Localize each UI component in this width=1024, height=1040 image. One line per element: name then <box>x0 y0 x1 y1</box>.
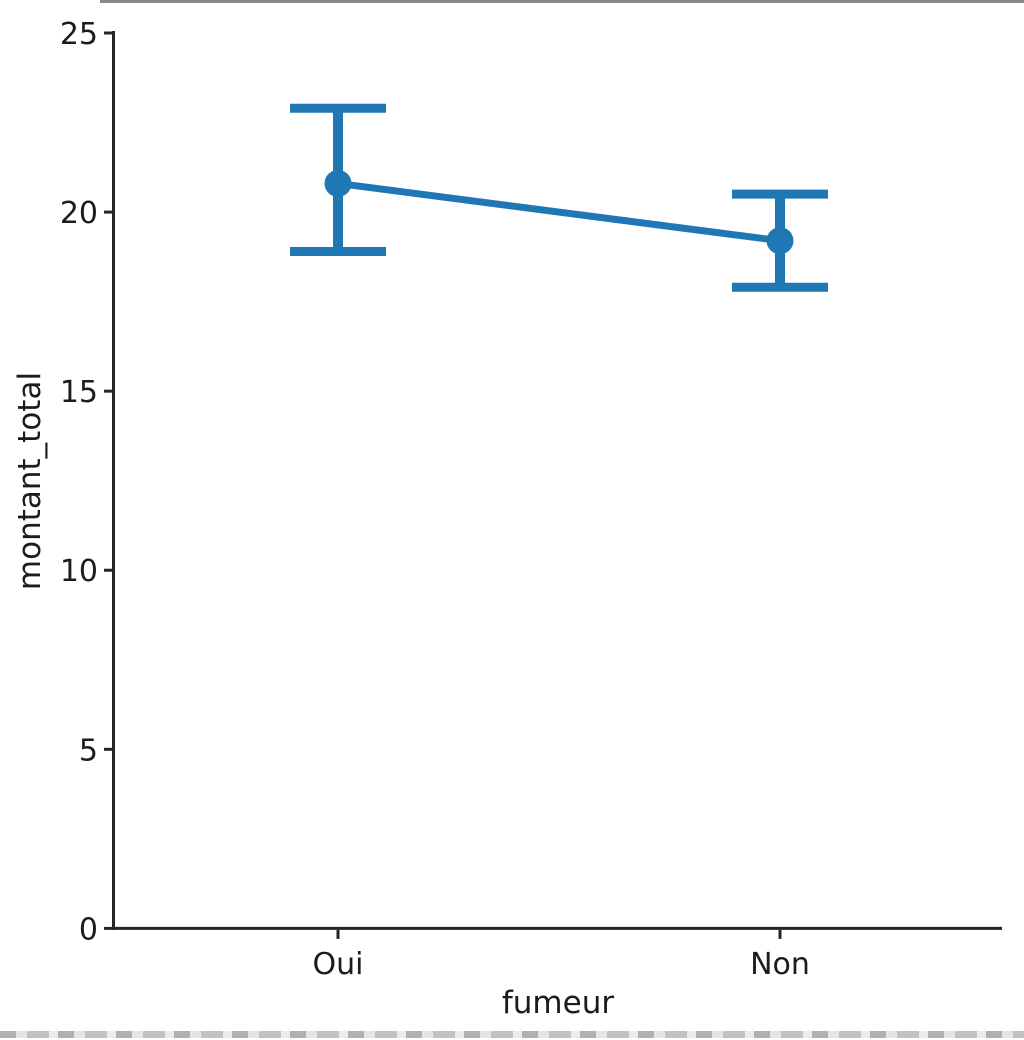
x-tick-label: Non <box>750 947 810 982</box>
point-marker <box>324 169 352 197</box>
y-tick-label: 15 <box>60 375 98 410</box>
point-marker <box>766 227 794 255</box>
series-line <box>337 179 781 245</box>
y-tick-label: 20 <box>60 196 98 231</box>
y-axis-label: montant_total <box>12 372 48 590</box>
y-tick-label: 10 <box>60 554 98 589</box>
y-tick-label: 0 <box>79 912 98 947</box>
top-edge-artifact <box>100 0 1024 3</box>
bottom-edge-artifact <box>0 1031 1024 1038</box>
x-tick-label: Oui <box>313 947 364 982</box>
x-axis-label: fumeur <box>502 985 614 1021</box>
y-tick-label: 5 <box>79 733 98 768</box>
y-tick-label: 25 <box>60 17 98 52</box>
chart-generated-layer: 0 5 10 15 20 25 Oui Non <box>60 17 1002 982</box>
